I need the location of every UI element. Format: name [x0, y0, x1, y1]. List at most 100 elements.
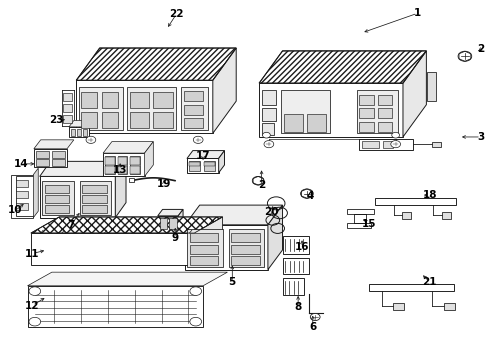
Bar — [158, 216, 178, 230]
Circle shape — [457, 51, 471, 61]
Polygon shape — [11, 175, 33, 218]
Bar — [184, 225, 267, 270]
Bar — [159, 218, 166, 229]
Bar — [62, 104, 72, 112]
Circle shape — [391, 132, 399, 138]
Polygon shape — [40, 161, 126, 176]
Bar — [81, 92, 97, 108]
Bar — [127, 87, 176, 130]
Polygon shape — [259, 51, 426, 83]
Text: 10: 10 — [8, 206, 22, 216]
Bar — [186, 158, 218, 173]
Circle shape — [29, 318, 41, 326]
Bar — [69, 127, 89, 137]
Text: 2: 2 — [257, 180, 264, 190]
Bar — [377, 95, 391, 105]
Bar — [356, 90, 397, 134]
Bar — [71, 129, 75, 135]
Bar — [189, 233, 218, 242]
Bar — [444, 303, 454, 310]
Bar — [383, 140, 392, 148]
Circle shape — [193, 136, 203, 143]
Bar — [102, 112, 118, 128]
Text: 1: 1 — [413, 8, 420, 18]
Bar — [118, 157, 127, 165]
Bar — [306, 114, 326, 132]
Bar — [44, 195, 69, 203]
Bar — [52, 151, 64, 158]
Bar — [189, 161, 200, 171]
Polygon shape — [27, 272, 227, 286]
Bar — [76, 80, 212, 134]
Bar — [427, 72, 435, 101]
Bar — [189, 256, 218, 265]
Polygon shape — [402, 51, 426, 137]
Text: 20: 20 — [264, 207, 278, 217]
Bar — [36, 159, 49, 166]
Circle shape — [262, 132, 270, 138]
Bar — [82, 129, 87, 135]
Bar — [368, 284, 453, 291]
Bar — [442, 212, 450, 219]
Text: 21: 21 — [422, 277, 436, 287]
Polygon shape — [34, 140, 74, 149]
Bar — [81, 112, 97, 128]
Bar — [401, 212, 410, 219]
Polygon shape — [184, 205, 282, 225]
Bar — [62, 93, 72, 101]
Bar — [358, 139, 412, 149]
Bar — [118, 156, 127, 174]
Bar — [282, 236, 309, 253]
Text: 15: 15 — [361, 219, 375, 229]
Bar — [392, 303, 403, 310]
Bar — [130, 156, 140, 174]
Bar — [282, 278, 304, 296]
Polygon shape — [267, 205, 282, 270]
Bar — [16, 180, 28, 187]
Bar — [16, 191, 28, 198]
Text: 11: 11 — [25, 248, 40, 258]
Polygon shape — [103, 141, 153, 153]
Bar — [377, 108, 391, 118]
Polygon shape — [218, 150, 224, 173]
Bar — [52, 159, 64, 166]
Text: 12: 12 — [25, 301, 40, 311]
Bar — [118, 166, 127, 174]
Bar — [62, 115, 72, 123]
Bar — [44, 206, 69, 213]
Bar — [231, 245, 259, 254]
Bar — [261, 90, 276, 105]
Bar — [431, 141, 440, 147]
Text: 14: 14 — [14, 159, 28, 169]
Bar — [82, 195, 106, 203]
Polygon shape — [178, 210, 183, 230]
Circle shape — [300, 189, 313, 198]
Bar — [130, 92, 149, 108]
Bar — [187, 229, 222, 267]
Text: 17: 17 — [195, 150, 210, 161]
Bar — [82, 206, 106, 213]
Bar — [283, 114, 303, 132]
Polygon shape — [212, 48, 236, 134]
Bar — [80, 181, 111, 215]
Polygon shape — [69, 121, 94, 127]
Text: 4: 4 — [306, 191, 313, 201]
Text: 8: 8 — [294, 302, 301, 312]
Bar — [261, 123, 273, 135]
Bar — [34, 149, 67, 167]
Circle shape — [264, 140, 273, 148]
Text: 6: 6 — [308, 322, 316, 332]
Polygon shape — [31, 217, 222, 233]
Polygon shape — [194, 217, 222, 265]
Circle shape — [86, 136, 96, 143]
Bar — [183, 118, 203, 128]
Text: 3: 3 — [476, 132, 484, 142]
Bar — [228, 229, 264, 267]
Bar — [27, 286, 203, 327]
Circle shape — [390, 140, 400, 148]
Bar — [261, 108, 276, 121]
Bar — [169, 218, 176, 229]
Text: 19: 19 — [157, 179, 171, 189]
Bar — [358, 122, 373, 132]
Bar — [377, 122, 391, 132]
